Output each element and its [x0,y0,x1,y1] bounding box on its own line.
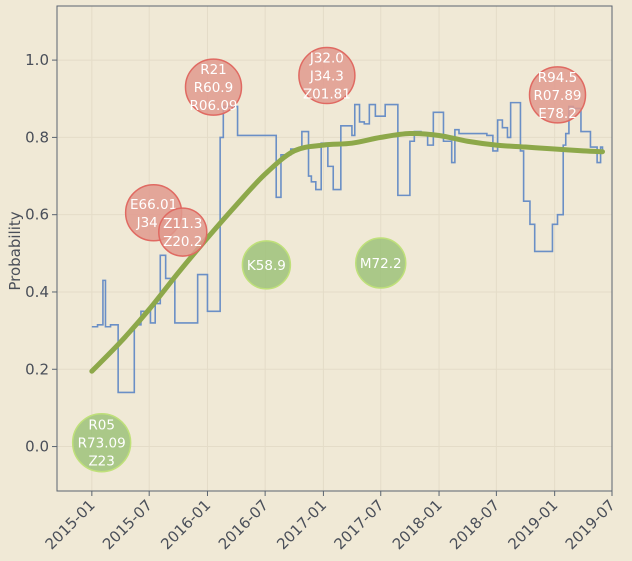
annotation-code: Z01.81 [303,87,351,103]
x-tick-label: 2019-01 [504,496,561,553]
annotation-code: R60.9 [194,80,233,96]
x-tick-label: 2018-01 [389,496,446,553]
y-axis: 0.0 0.2 0.4 0.6 0.8 1.0 [25,51,57,456]
annotation-code: K58.9 [247,258,286,274]
y-axis-label: Probability [6,211,24,290]
x-tick-label: 2015-01 [42,496,99,553]
plot-frame [56,5,613,492]
y-tick-label: 0.6 [25,206,49,224]
annotation-code: R07.89 [533,88,581,104]
annotation-code: Z11.3 [163,216,202,232]
annotation-code: E78.2 [538,106,577,122]
plot-area: R21 R60.9 R06.09 J32.0 J34.3 Z01.81 R94.5 R07.8… [71,46,605,473]
x-tick-label: 2019-07 [562,496,619,553]
y-tick-label: 1.0 [25,51,49,69]
annotation-code: J34.3 [309,69,344,85]
annotation-code: E66.01 [130,197,177,213]
annotation-code: R06.09 [189,98,237,114]
annotation-circle [184,58,243,116]
y-tick-label: 0.8 [25,128,49,146]
x-tick-label: 2017-01 [273,496,330,553]
x-tick-label: 2016-01 [157,496,214,553]
x-tick-label: 2015-07 [99,496,156,553]
annotation-code: Z23 [88,454,114,470]
annotation-code: R05 [88,418,115,434]
y-tick-label: 0.0 [25,438,49,456]
annotation-code: R94.5 [538,70,577,86]
annotation-circle [298,46,356,105]
annotation-code: R73.09 [78,436,126,452]
annotation-bubble: J32.0 J34.3 Z01.81 [298,46,356,105]
annotation-code: Z20.2 [163,234,202,250]
step-series-line [91,101,604,394]
annotation-bubble: K58.9 [241,240,292,290]
y-tick-label: 0.2 [25,360,49,378]
annotation-circle [355,237,407,289]
annotation-circle [71,412,132,473]
annotation-code: J32.0 [309,51,344,67]
annotation-bubble: M72.2 [355,237,407,289]
x-tick-label: 2016-07 [215,496,272,553]
annotation-code: R21 [200,62,227,78]
annotation-circle [528,66,587,124]
annotation-bubble: R21 R60.9 R06.09 [184,58,243,116]
x-tick-label: 2018-07 [446,496,503,553]
annotation-circle [158,207,208,257]
x-tick-label: 2017-07 [331,496,388,553]
annotation-code: M72.2 [360,256,402,272]
y-tick-label: 0.4 [25,283,49,301]
annotation-bubble: R94.5 R07.89 E78.2 [528,66,587,124]
annotation-circle [241,240,292,290]
annotation-bubble: R05 R73.09 Z23 [71,412,132,473]
annotation-bubble: Z11.3 Z20.2 [158,207,208,257]
smooth-trend-line [89,130,605,374]
x-axis: 2015-01 2015-07 2016-01 2016-07 2017-01 2017-… [42,491,619,553]
